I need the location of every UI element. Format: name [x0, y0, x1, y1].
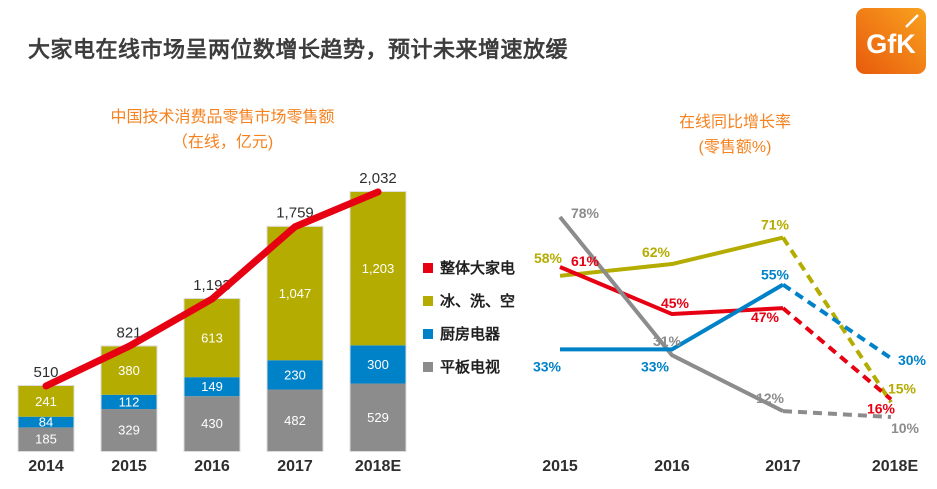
bar-segment [18, 416, 74, 428]
bar-segment [184, 396, 240, 451]
bar-chart-title-line2: （在线，亿元) [171, 134, 274, 151]
legend: 整体大家电冰、洗、空厨房电器平板电视 [423, 257, 515, 377]
bar-segment-value: 380 [118, 363, 140, 378]
bar-chart-title-line1: 中国技术消费品零售市场零售额 [110, 109, 335, 126]
bar-segment-value: 430 [201, 416, 223, 431]
growth-point-label: 16% [867, 400, 896, 416]
bar-segment-value: 84 [39, 415, 53, 430]
bar-segment-value: 112 [119, 394, 140, 409]
page-title: 大家电在线市场呈两位数增长趋势，预计未来增速放缓 [28, 37, 569, 62]
bar-segment-value: 185 [35, 432, 57, 447]
growth-point-label: 78% [571, 205, 600, 221]
growth-line-blue-forecast-dashed [781, 282, 893, 360]
legend-swatch-icon [423, 295, 433, 306]
bar-x-axis-label: 2018E [355, 458, 402, 475]
bar-x-axis-label: 2014 [28, 458, 64, 475]
legend-item-gray: 平板电视 [423, 356, 515, 377]
trend-line-total [42, 188, 382, 390]
bar-x-axis-label: 2015 [111, 458, 147, 475]
growth-point-label: 33% [641, 358, 670, 374]
growth-point-label: 12% [756, 390, 785, 406]
growth-point-label: 58% [534, 250, 563, 266]
growth-line-blue-solid [560, 282, 785, 352]
growth-point-label: 45% [661, 295, 690, 311]
growth-point-label: 33% [533, 358, 562, 374]
growth-line-chart: 61% 45% 47% 16% 58% 62% 71% 15% 33% 33% 55% 30% 78% 3… [533, 205, 927, 475]
growth-point-label: 61% [571, 253, 600, 269]
legend-label: 冰、洗、空 [440, 293, 516, 310]
growth-point-label: 10% [891, 420, 920, 436]
growth-line-olive-solid [559, 235, 784, 278]
bar-segment [350, 191, 406, 346]
legend-swatch-icon [423, 262, 433, 273]
bar-segment [267, 389, 323, 451]
bar-total-label: 821 [116, 324, 141, 341]
legend-item-red: 整体大家电 [423, 257, 515, 278]
line-chart-title-line2: (零售额%) [698, 139, 772, 156]
gfk-logo: GfK [856, 8, 926, 74]
bar-segment-value: 482 [284, 413, 306, 428]
legend-swatch-icon [423, 361, 433, 372]
line-x-axis-label: 2018E [872, 458, 919, 475]
bar-segment-value: 149 [201, 379, 223, 394]
growth-line-gray-forecast-dashed [782, 409, 892, 419]
growth-line-red-solid [559, 265, 784, 317]
line-chart-title-line1: 在线同比增长率 [678, 114, 791, 131]
bar-segment-value: 529 [367, 410, 389, 425]
growth-line-red-forecast-dashed [781, 306, 893, 401]
bar-segment [350, 383, 406, 451]
growth-line-gray-solid [558, 215, 784, 413]
bar-x-axis-label: 2017 [277, 458, 313, 475]
bar-segment [101, 409, 157, 451]
bar-segment [267, 360, 323, 390]
bar-total-label: 2,032 [359, 170, 397, 187]
bar-segment-value: 230 [284, 367, 306, 382]
bar-segment [267, 226, 323, 361]
bar-segment [101, 394, 157, 410]
bar-segment-value: 613 [201, 331, 223, 346]
line-x-axis-label: 2015 [542, 458, 578, 475]
bar-segment [350, 345, 406, 384]
legend-swatch-icon [423, 328, 433, 339]
bar-x-axis-label: 2016 [194, 458, 230, 475]
bar-total-label: 1,759 [276, 205, 314, 222]
legend-label: 厨房电器 [440, 326, 501, 343]
bar-total-label: 510 [33, 364, 58, 381]
legend-item-olive: 冰、洗、空 [423, 290, 515, 311]
growth-point-label: 55% [761, 267, 790, 283]
line-x-axis-label: 2017 [765, 458, 801, 475]
bar-segment-value: 329 [118, 423, 140, 438]
line-chart-title: 在线同比增长率 (零售额%) [540, 110, 930, 160]
bar-segment [18, 427, 74, 451]
growth-point-label: 15% [888, 380, 917, 396]
bar-segment-value: 241 [35, 394, 57, 409]
growth-point-label: 31% [653, 333, 682, 349]
retail-bar-chart: 185 84 241 510 2014 329 112 380 821 2015 430 149 613… [17, 170, 407, 475]
bar-segment-value: 300 [367, 357, 389, 372]
line-x-axis-label: 2016 [654, 458, 690, 475]
bar-segment [184, 377, 240, 397]
legend-label: 平板电视 [440, 359, 501, 376]
legend-item-blue: 厨房电器 [423, 323, 515, 344]
growth-point-label: 71% [761, 217, 790, 233]
growth-point-label: 47% [751, 309, 780, 325]
bar-segment-value: 1,047 [279, 286, 312, 301]
bar-chart-title: 中国技术消费品零售市场零售额 （在线，亿元) [10, 105, 435, 155]
legend-label: 整体大家电 [440, 260, 516, 277]
logo-text: GfK [866, 29, 916, 59]
growth-point-label: 30% [898, 352, 927, 368]
bar-segment-value: 1,203 [362, 261, 395, 276]
logo-slash-icon [905, 14, 919, 28]
bar-segment [18, 385, 74, 417]
growth-point-label: 62% [642, 244, 671, 260]
